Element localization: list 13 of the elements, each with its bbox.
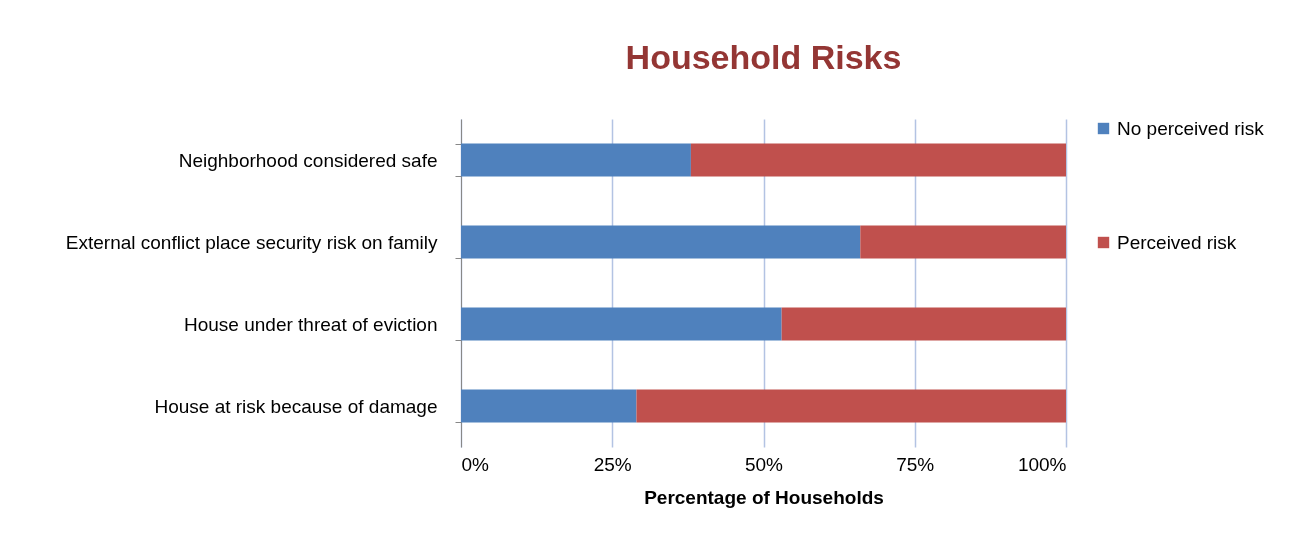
x-tick-label: 25% <box>593 453 632 475</box>
x-axis-title: Percentage of Households <box>644 486 884 508</box>
x-tick-label: 50% <box>744 453 784 475</box>
legend-label: Perceived risk <box>1117 231 1237 253</box>
chart-title: Household Risks <box>625 38 902 76</box>
y-tick-label: House at risk because of damage <box>154 395 438 417</box>
x-tick-label: 75% <box>896 453 935 475</box>
x-tick-label: 100% <box>1017 453 1067 475</box>
y-tick-label: External conflict place security risk on family <box>65 231 438 253</box>
legend-label: No perceived risk <box>1117 117 1265 139</box>
x-tick-label: 0% <box>461 453 490 475</box>
y-tick-label: Neighborhood considered safe <box>178 149 438 171</box>
y-tick-label: House under threat of eviction <box>184 313 438 335</box>
